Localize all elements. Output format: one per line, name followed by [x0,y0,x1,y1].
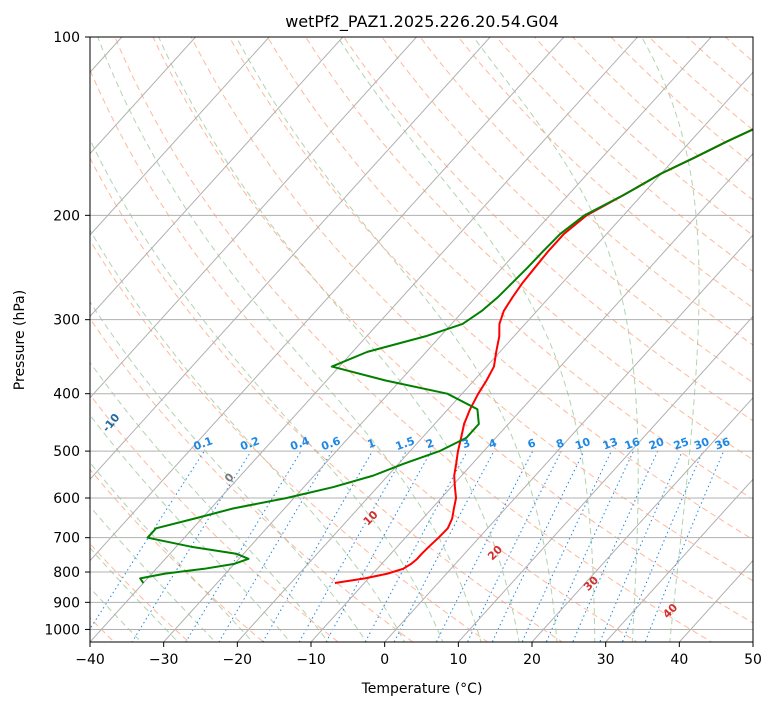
dry-adiabat-line [190,37,753,582]
isotherm-line [457,315,753,642]
mixing-ratio-label: 1.5 [394,434,417,453]
plot-frame [89,36,754,643]
moist-adiabat-line [90,138,444,642]
dry-adiabat-line [419,37,753,346]
dry-adiabat-line [90,157,564,642]
x-axis-ticks: −40 −30 −20 −10 0 10 20 30 40 50 [75,642,762,668]
x-tick-label: 30 [597,652,615,668]
y-tick-label: 400 [53,387,80,403]
mixing-ratio-label: 0.2 [239,434,262,453]
mixing-ratio-label: 13 [601,435,620,452]
y-tick-label: 300 [53,313,80,329]
moist-adiabat-line [90,229,406,642]
isotherm-line [90,37,639,642]
dry-adiabat-line [90,543,190,642]
moist-adiabat-line [90,414,291,642]
y-axis-title: Pressure (hPa) [12,290,28,390]
mixing-ratio-label: 3 [460,436,472,451]
y-tick-label: 100 [53,30,80,46]
dry-adiabat-line [381,37,753,384]
x-tick-label: −10 [296,652,326,668]
isotherms [90,37,753,642]
mixing-ratio-label: 1 [366,436,378,451]
dry-adiabat-line [90,317,414,642]
mixing-ratio-label: 20 [647,435,666,453]
mixing-ratio-label: 2 [424,436,436,451]
y-tick-label: 900 [53,595,80,611]
mixing-ratio-label: 10 [573,435,592,453]
mixing-ratio-label: 0.1 [192,434,215,453]
isotherm-line [604,478,753,642]
x-tick-label: 0 [380,652,389,668]
mixing-ratio-label: 0.4 [289,434,312,453]
mixing-ratio-label: 0.6 [319,434,342,453]
isotherm-line [383,234,753,642]
isotherm-line [90,37,565,562]
isotherm-line [162,37,712,642]
mixing-ratio-label: 25 [672,435,691,452]
x-tick-label: −30 [149,652,179,668]
dry-adiabats [90,37,753,642]
y-tick-label: 700 [53,531,80,547]
isotherm-line [90,37,270,236]
y-tick-label: 1000 [44,622,80,638]
series-lines [139,128,753,585]
moist-adiabat-line [90,461,254,642]
mixing-ratio-label: 30 [692,435,711,453]
mixing-ratio-label: 8 [554,436,566,451]
dry-adiabat-line [90,239,489,642]
isotherm-line [236,71,753,642]
plot-area: 0.10.20.40.611.52346810131620253036-100-… [90,37,753,642]
y-tick-label: 600 [53,491,80,507]
x-tick-label: 10 [449,652,467,668]
isotherm-line [90,37,344,318]
isotherm-line [90,37,418,399]
isotherm-line [310,152,753,642]
x-tick-label: 40 [670,652,688,668]
y-axis-ticks: 1000 900 800 700 600 500 400 300 200 100 [44,30,90,638]
x-tick-label: 50 [744,652,762,668]
y-tick-label: 500 [53,444,80,460]
series-line [139,128,753,584]
y-tick-label: 800 [53,565,80,581]
x-tick-label: −40 [75,652,105,668]
moist-adiabat-line [97,37,482,642]
mixing-ratio-label: 36 [713,435,732,453]
y-tick-label: 200 [53,208,80,224]
dry-adiabat-line [228,37,753,541]
isotherm-line [90,37,197,155]
x-tick-label: −20 [223,652,253,668]
dry-adiabat-line [457,37,753,309]
x-tick-label: 20 [523,652,541,668]
chart-title: wetPf2_PAZ1.2025.226.20.54.G04 [285,12,559,32]
mixing-ratio-label: 4 [487,436,499,451]
dry-adiabat-line [90,68,638,642]
moist-adiabat-line [235,37,558,642]
mixing-ratio-label: 16 [623,435,642,453]
dry-adiabat-line [90,468,265,642]
moist-adiabat-line [90,361,329,642]
dry-adiabat-line [152,37,753,624]
moist-adiabat-line [158,37,520,642]
moist-adiabat-line [641,37,700,642]
mixing-ratio-label: 6 [526,436,538,451]
isotherm-line [90,37,491,480]
moist-adiabat-line [90,301,367,642]
dry-adiabat-line [114,37,713,642]
isotherm-line [531,397,753,642]
x-axis-title: Temperature (°C) [361,681,483,697]
adiabat-labels: 0.10.20.40.611.52346810131620253036-100-… [100,411,732,621]
isobars [90,37,753,630]
